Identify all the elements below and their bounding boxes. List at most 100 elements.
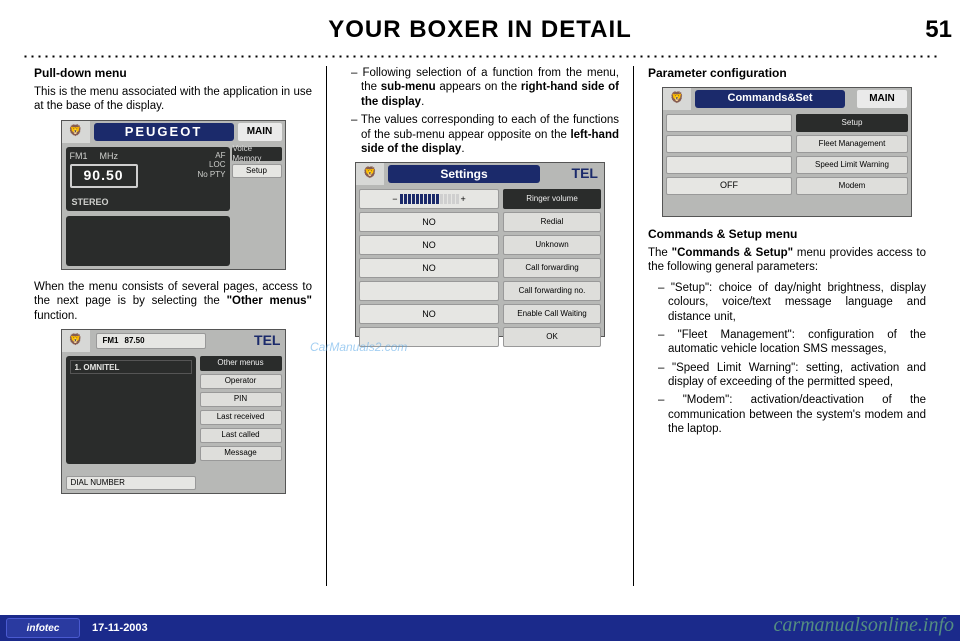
val: NO <box>359 258 499 278</box>
fm-label: FM1 <box>70 151 94 162</box>
speed-limit-button[interactable]: Speed Limit Warning <box>796 156 908 174</box>
col2-li2: – The values corresponding to each of th… <box>351 113 619 156</box>
plus-icon: + <box>461 194 466 205</box>
t: "Commands & Setup" <box>672 247 793 259</box>
setup-button[interactable]: Setup <box>232 164 282 178</box>
modem-button[interactable]: Modem <box>796 177 908 195</box>
ringer-volume-button[interactable]: Ringer volume <box>503 189 601 209</box>
enable-call-waiting-button[interactable]: Enable Call Waiting <box>503 304 601 324</box>
page-title: YOUR BOXER IN DETAIL <box>0 16 960 44</box>
val: OFF <box>666 177 792 195</box>
settings-title: Settings <box>388 165 540 183</box>
tel-label: TEL <box>572 165 598 183</box>
radio-bottom-panel <box>66 216 230 266</box>
settings-body: − + Ringer volume NORedial NOUnknown NOC… <box>359 189 601 333</box>
val <box>359 281 499 301</box>
dial-number-button[interactable]: DIAL NUMBER <box>66 476 196 490</box>
fm-freq: 87.50 <box>125 336 145 346</box>
ringer-volume-slider[interactable]: − + <box>359 189 499 209</box>
col1-p2b: "Other menus" <box>227 295 312 307</box>
col3-list: – "Setup": choice of day/night brightnes… <box>648 281 926 437</box>
tel-label: TEL <box>254 332 280 350</box>
column-3: Parameter configuration 🦁 Commands&Set M… <box>638 66 936 586</box>
lion-icon: 🦁 <box>62 121 90 143</box>
t: "Fleet Management": configuration of the… <box>668 329 926 355</box>
col3-li3: – "Speed Limit Warning": setting, activa… <box>658 361 926 390</box>
radio-sidebar: Voice Memory Setup <box>232 147 282 181</box>
page-number: 51 <box>925 16 952 44</box>
minus-icon: − <box>392 194 397 205</box>
col1-p2: When the menu consists of several pages,… <box>34 280 312 323</box>
lion-icon: 🦁 <box>356 163 384 185</box>
voice-memory-button[interactable]: Voice Memory <box>232 147 282 161</box>
val <box>666 156 792 174</box>
infotec-logo: infotec <box>6 618 80 638</box>
message-button[interactable]: Message <box>200 446 282 461</box>
loc-flag: LOC <box>197 160 225 170</box>
operator-button[interactable]: Operator <box>200 374 282 389</box>
column-1: Pull-down menu This is the menu associat… <box>24 66 322 586</box>
radio-brand: PEUGEOT <box>94 123 234 141</box>
val <box>666 135 792 153</box>
col1-p2c: function. <box>34 310 77 322</box>
col1-p1: This is the menu associated with the app… <box>34 85 312 114</box>
frequency-box[interactable]: 90.50 <box>70 164 138 188</box>
radio-flags: AF LOC No PTY <box>197 151 225 180</box>
t: . <box>461 143 464 155</box>
val: NO <box>359 235 499 255</box>
val <box>666 114 792 132</box>
commands-set-title: Commands&Set <box>695 90 845 108</box>
lion-icon: 🦁 <box>62 330 90 352</box>
columns: Pull-down menu This is the menu associat… <box>0 66 960 586</box>
nopty-flag: No PTY <box>197 170 225 180</box>
col3-p1: The "Commands & Setup" menu provides acc… <box>648 246 926 275</box>
ok-button[interactable]: OK <box>503 327 601 347</box>
col3-li2: – "Fleet Management": configuration of t… <box>658 328 926 357</box>
col3-heading: Parameter configuration <box>648 66 926 81</box>
t: sub-menu <box>381 81 436 93</box>
unknown-button[interactable]: Unknown <box>503 235 601 255</box>
fleet-mgmt-button[interactable]: Fleet Management <box>796 135 908 153</box>
screenshot-radio: 🦁 PEUGEOT MAIN FM1MHz 90.50 AF LOC No PT… <box>61 120 286 270</box>
other-menus-button[interactable]: Other menus <box>200 356 282 371</box>
commands-body: Setup Fleet Management Speed Limit Warni… <box>666 114 908 213</box>
operator-panel: 1. OMNITEL <box>66 356 196 464</box>
pin-button[interactable]: PIN <box>200 392 282 407</box>
val: NO <box>359 304 499 324</box>
column-divider <box>326 66 327 586</box>
fm-band: FM1 <box>103 336 119 346</box>
screenshot-commands-set: 🦁 Commands&Set MAIN Setup Fleet Manageme… <box>662 87 912 217</box>
operator-item[interactable]: 1. OMNITEL <box>70 360 192 374</box>
call-forwarding-button[interactable]: Call forwarding <box>503 258 601 278</box>
column-2: – Following selection of a function from… <box>331 66 629 586</box>
redial-button[interactable]: Redial <box>503 212 601 232</box>
t: "Speed Limit Warning": setting, activati… <box>668 362 926 388</box>
page: 51 YOUR BOXER IN DETAIL Pull-down menu T… <box>0 0 960 641</box>
af-flag: AF <box>197 151 225 161</box>
fm-pill[interactable]: FM1 87.50 <box>96 333 206 349</box>
stereo-label: STEREO <box>72 197 109 208</box>
val: NO <box>359 212 499 232</box>
col3-li1: – "Setup": choice of day/night brightnes… <box>658 281 926 324</box>
col1-heading: Pull-down menu <box>34 66 312 81</box>
col2-li1: – Following selection of a function from… <box>351 66 619 109</box>
column-divider <box>633 66 634 586</box>
watermark-large: carmanualsonline.info <box>773 614 954 637</box>
t: . <box>421 96 424 108</box>
t: "Setup": choice of day/night brightness,… <box>668 282 926 323</box>
tel-menu-list: Other menus Operator PIN Last received L… <box>200 356 282 464</box>
separator-dots <box>22 52 938 60</box>
setup-button[interactable]: Setup <box>796 114 908 132</box>
watermark-small: CarManuals2.com <box>310 340 407 354</box>
footer-date: 17-11-2003 <box>92 622 148 634</box>
t: The <box>648 247 672 259</box>
last-received-button[interactable]: Last received <box>200 410 282 425</box>
volume-bars <box>400 194 459 204</box>
radio-panel: FM1MHz 90.50 AF LOC No PTY STEREO <box>66 147 230 211</box>
main-button[interactable]: MAIN <box>238 123 282 141</box>
last-called-button[interactable]: Last called <box>200 428 282 443</box>
screenshot-tel-menu: 🦁 FM1 87.50 TEL 1. OMNITEL Other menus O… <box>61 329 286 494</box>
call-forwarding-no-button[interactable]: Call forwarding no. <box>503 281 601 301</box>
main-button[interactable]: MAIN <box>857 90 907 108</box>
screenshot-settings-tel: 🦁 Settings TEL − + Ringer volume NORedia… <box>355 162 605 337</box>
